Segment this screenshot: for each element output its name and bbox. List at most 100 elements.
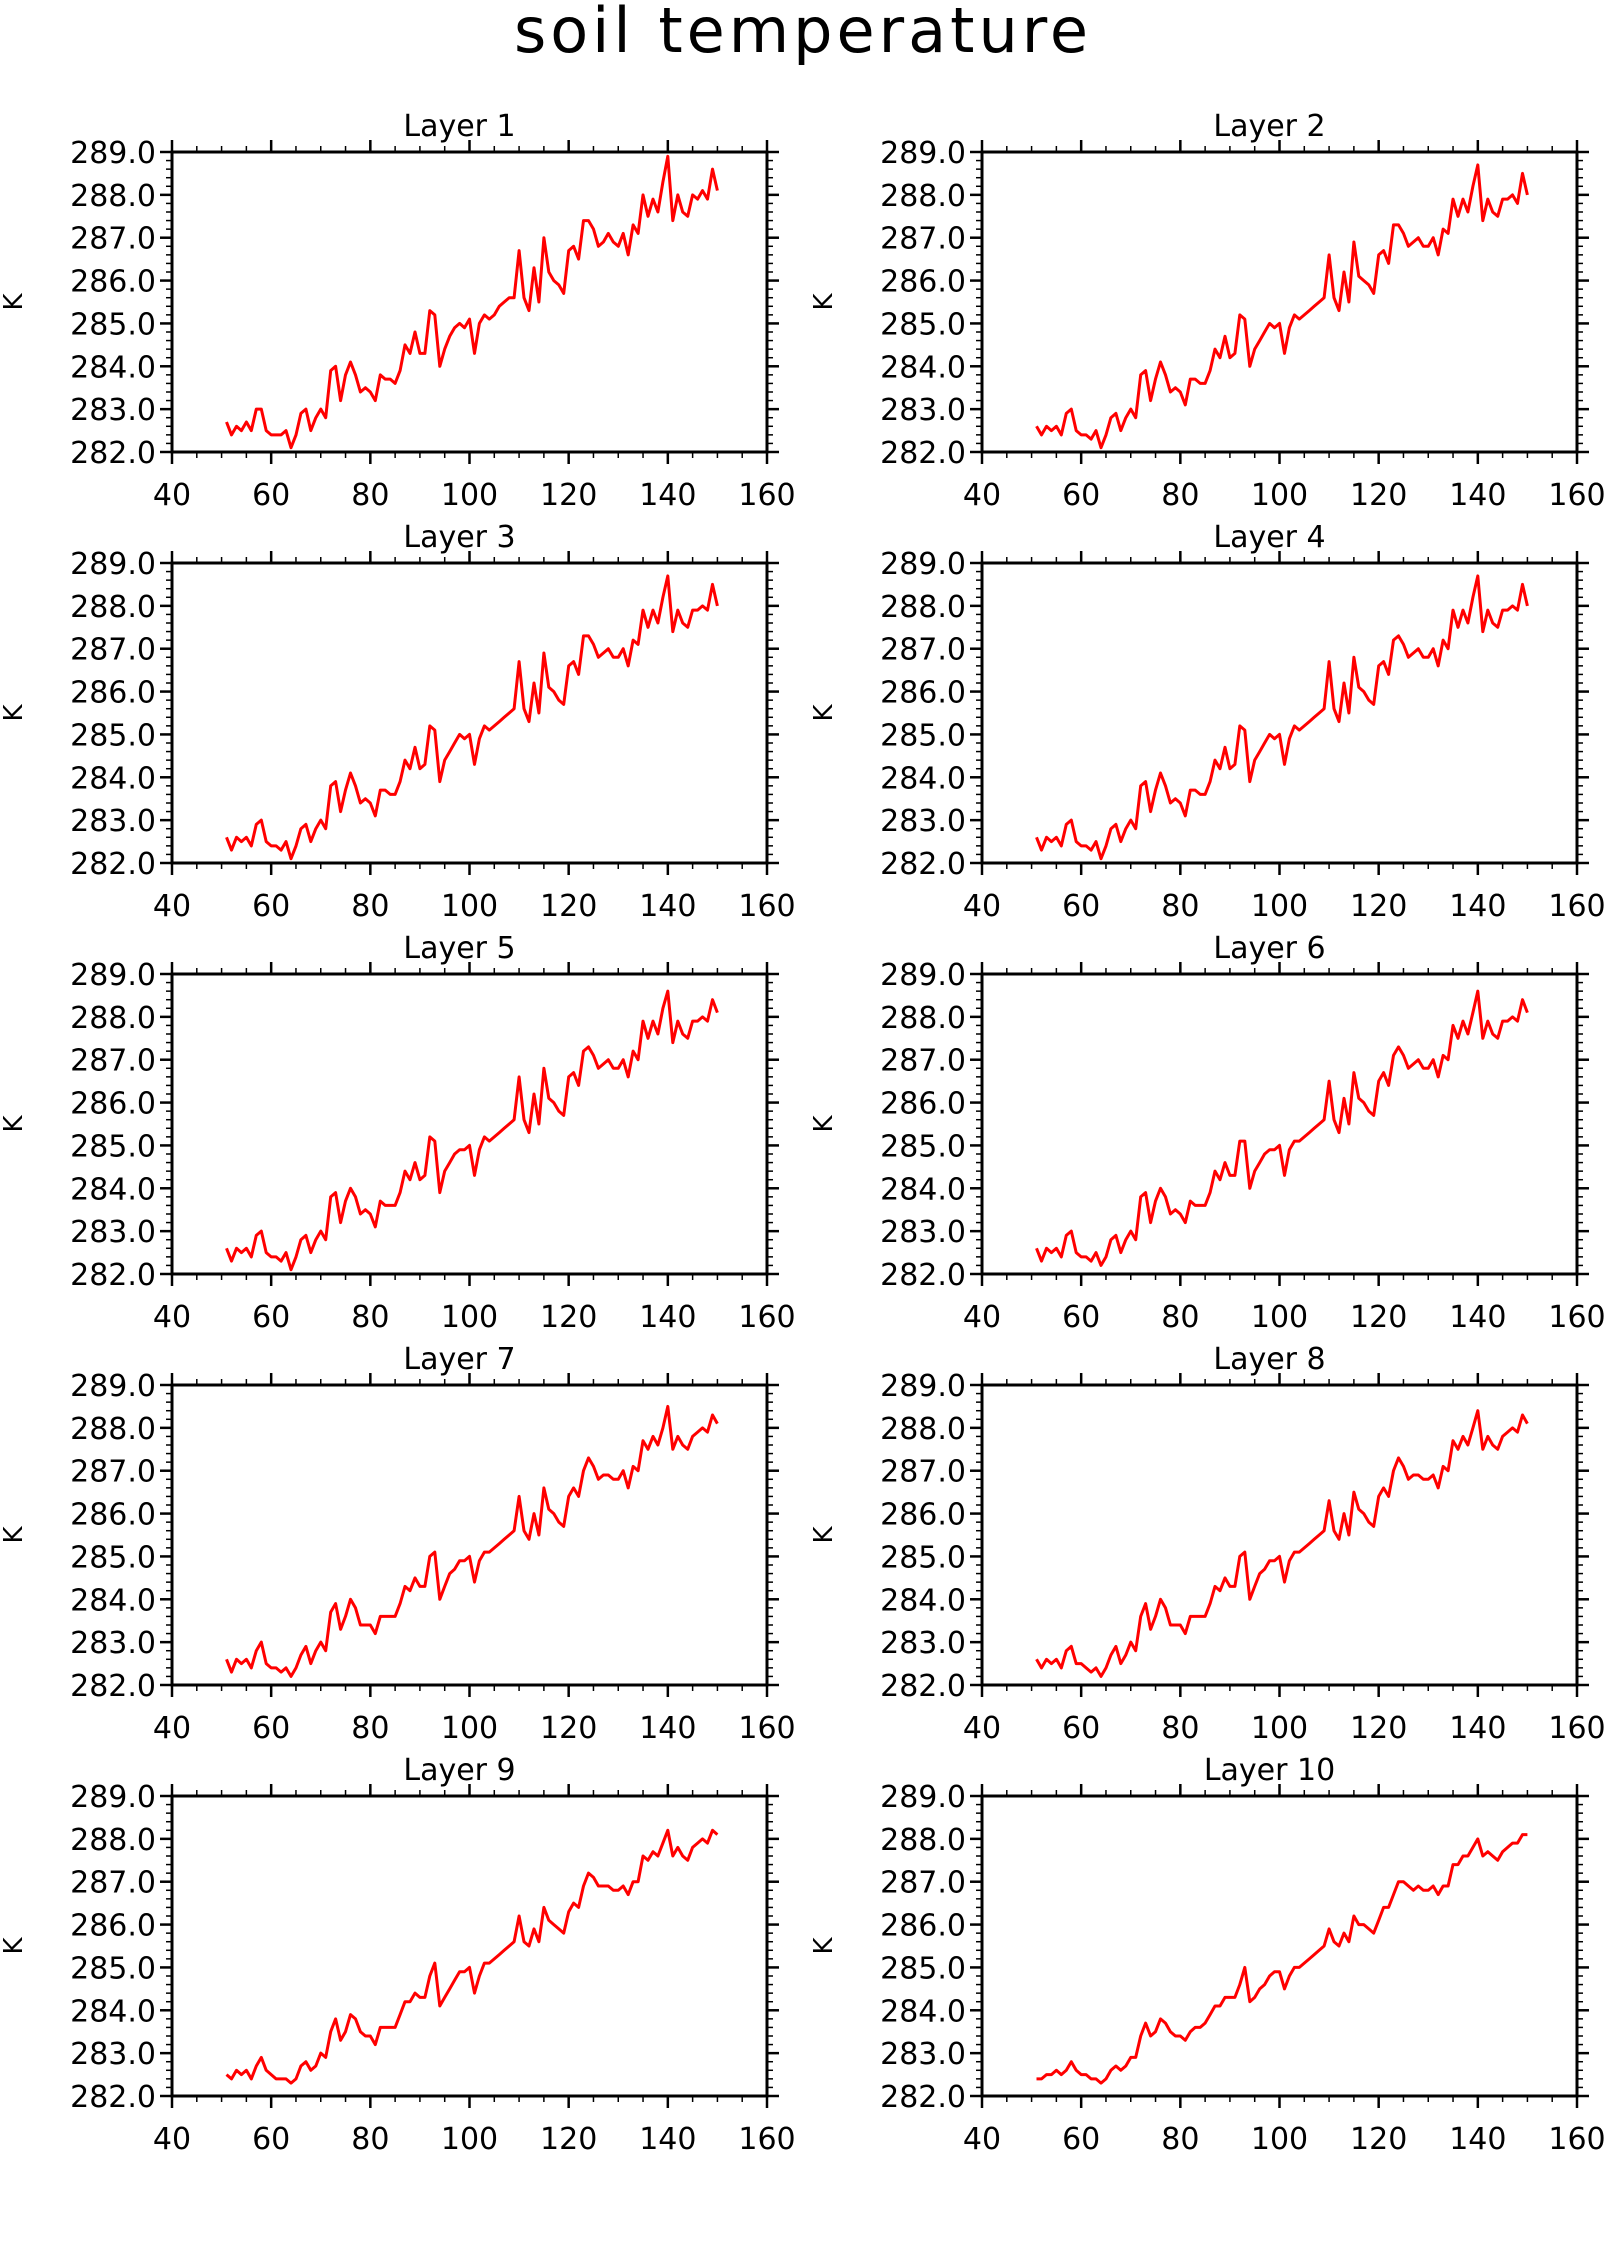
y-tick-label: 285.0 <box>880 1129 966 1164</box>
series-line <box>1035 1409 1529 1678</box>
x-tick-label: 160 <box>738 889 795 924</box>
y-tick-label: 286.0 <box>70 265 156 300</box>
x-tick-label: 120 <box>540 1300 597 1335</box>
x-tick-label: 120 <box>1350 889 1407 924</box>
chart-panel-2: Layer 2 40 60 80 100 120 140 160 282.0 283.0 284.0… <box>809 109 1606 513</box>
x-tick-label: 120 <box>540 889 597 924</box>
x-tick-label: 140 <box>1449 1300 1506 1335</box>
y-tick-label: 288.0 <box>880 590 966 625</box>
y-tick-label: 286.0 <box>70 676 156 711</box>
chart-panel-4: Layer 4 40 60 80 100 120 140 160 282.0 283.0 284.0… <box>809 520 1606 924</box>
x-tick-label: 100 <box>441 2122 498 2157</box>
y-tick-label: 282.0 <box>70 2080 156 2115</box>
y-tick-label: 287.0 <box>70 222 156 257</box>
y-tick-label: 282.0 <box>70 847 156 882</box>
x-tick-label: 120 <box>1350 1711 1407 1746</box>
x-tick-label: 120 <box>540 1711 597 1746</box>
x-tick-label: 140 <box>1449 478 1506 513</box>
y-tick-label: 282.0 <box>70 436 156 471</box>
chart-panel-3: Layer 3 40 60 80 100 120 140 160 282.0 283.0 284.0… <box>0 520 796 924</box>
y-tick-label: 285.0 <box>70 1129 156 1164</box>
y-tick-label: 286.0 <box>880 1909 966 1944</box>
series-line <box>1035 574 1529 861</box>
y-tick-label: 285.0 <box>880 718 966 753</box>
y-tick-label: 289.0 <box>70 136 156 171</box>
x-tick-label: 80 <box>351 1300 389 1335</box>
y-axis-label: K <box>809 1526 839 1544</box>
x-tick-label: 160 <box>1548 1711 1605 1746</box>
y-tick-label: 287.0 <box>880 633 966 668</box>
y-tick-label: 287.0 <box>70 633 156 668</box>
series-line <box>1035 163 1529 450</box>
y-tick-label: 284.0 <box>70 761 156 796</box>
x-tick-label: 40 <box>963 2122 1001 2157</box>
y-axis-label: K <box>0 293 29 311</box>
y-tick-label: 287.0 <box>70 1044 156 1079</box>
x-tick-label: 160 <box>738 2122 795 2157</box>
x-tick-label: 160 <box>738 1300 795 1335</box>
chart-panel-9: Layer 9 40 60 80 100 120 140 160 282.0 283.0 284.0… <box>0 1753 796 2157</box>
y-axis-label: K <box>809 1115 839 1133</box>
x-tick-label: 100 <box>1251 1711 1308 1746</box>
y-tick-label: 284.0 <box>880 350 966 385</box>
y-tick-label: 283.0 <box>70 1626 156 1661</box>
y-tick-label: 285.0 <box>70 1540 156 1575</box>
y-tick-label: 283.0 <box>70 804 156 839</box>
panel-title: Layer 3 <box>403 520 515 555</box>
plot-frame <box>170 1794 769 2098</box>
y-tick-label: 286.0 <box>70 1909 156 1944</box>
x-tick-label: 160 <box>1548 2122 1605 2157</box>
y-tick-label: 282.0 <box>70 1258 156 1293</box>
y-tick-label: 284.0 <box>880 761 966 796</box>
chart-panel-8: Layer 8 40 60 80 100 120 140 160 282.0 283.0 284.0… <box>809 1342 1606 1746</box>
x-tick-label: 40 <box>153 478 191 513</box>
series-line <box>225 989 719 1272</box>
plot-frame <box>980 150 1579 454</box>
y-tick-label: 286.0 <box>880 676 966 711</box>
plot-frame <box>980 972 1579 1276</box>
y-tick-label: 289.0 <box>70 1369 156 1404</box>
x-tick-label: 140 <box>1449 2122 1506 2157</box>
y-tick-label: 287.0 <box>880 222 966 257</box>
series-line <box>225 1828 719 2085</box>
x-tick-label: 120 <box>1350 478 1407 513</box>
x-tick-label: 60 <box>1062 889 1100 924</box>
x-tick-label: 100 <box>1251 1300 1308 1335</box>
y-tick-label: 283.0 <box>880 804 966 839</box>
panels-group: Layer 1 40 60 80 100 120 140 160 282.0 283.0 284.0… <box>0 109 1606 2157</box>
series-line <box>225 1404 719 1678</box>
x-tick-label: 120 <box>1350 1300 1407 1335</box>
x-tick-label: 60 <box>1062 1711 1100 1746</box>
x-tick-label: 60 <box>252 1300 290 1335</box>
y-tick-label: 283.0 <box>880 1215 966 1250</box>
x-tick-label: 100 <box>1251 478 1308 513</box>
plot-frame <box>980 561 1579 865</box>
y-tick-label: 284.0 <box>880 1172 966 1207</box>
y-tick-label: 285.0 <box>70 1951 156 1986</box>
y-tick-label: 282.0 <box>880 1258 966 1293</box>
y-tick-label: 286.0 <box>880 265 966 300</box>
x-tick-label: 40 <box>153 1711 191 1746</box>
y-tick-label: 288.0 <box>880 1412 966 1447</box>
y-tick-label: 282.0 <box>880 436 966 471</box>
y-axis-label: K <box>0 704 29 722</box>
x-tick-label: 80 <box>1161 478 1199 513</box>
y-tick-label: 286.0 <box>70 1087 156 1122</box>
y-tick-label: 288.0 <box>880 1001 966 1036</box>
y-axis-label: K <box>809 293 839 311</box>
y-tick-label: 288.0 <box>880 179 966 214</box>
y-tick-label: 288.0 <box>70 179 156 214</box>
y-tick-label: 284.0 <box>70 1583 156 1618</box>
x-tick-label: 60 <box>1062 2122 1100 2157</box>
y-tick-label: 282.0 <box>880 2080 966 2115</box>
x-tick-label: 120 <box>540 2122 597 2157</box>
x-tick-label: 140 <box>639 2122 696 2157</box>
series-line <box>1036 1833 1528 2085</box>
x-tick-label: 140 <box>639 889 696 924</box>
y-axis-label: K <box>809 1937 839 1955</box>
x-tick-label: 40 <box>963 1300 1001 1335</box>
chart-panel-7: Layer 7 40 60 80 100 120 140 160 282.0 283.0 284.0… <box>0 1342 796 1746</box>
y-axis-label: K <box>809 704 839 722</box>
x-tick-label: 140 <box>639 1300 696 1335</box>
y-tick-label: 288.0 <box>70 590 156 625</box>
